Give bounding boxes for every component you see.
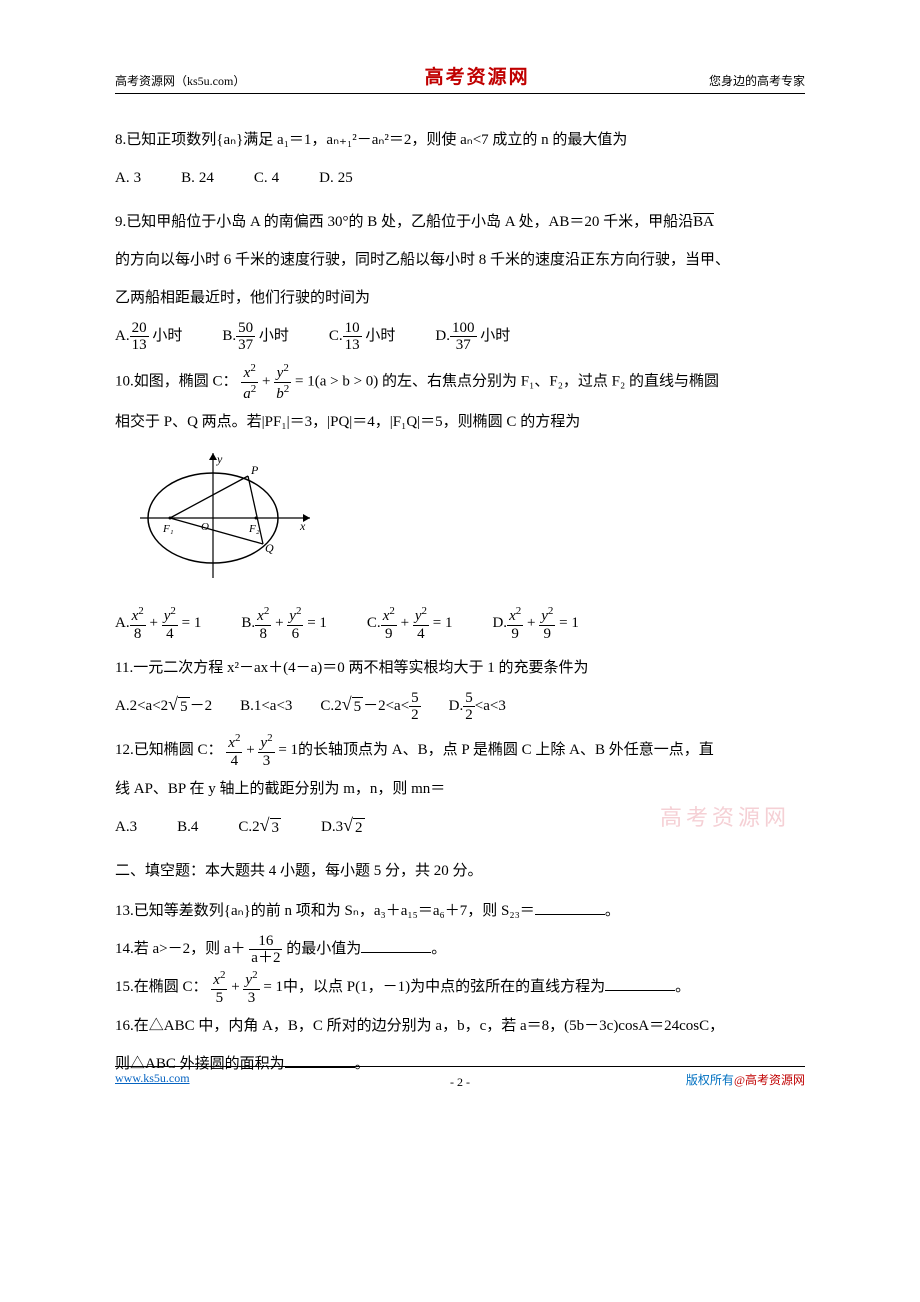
- q8-opt-a: A.3: [115, 160, 141, 196]
- svg-text:F₂: F₂: [248, 523, 260, 535]
- q12-line2: 线 AP、BP 在 y 轴上的截距分别为 m，n，则 mn＝: [115, 771, 805, 807]
- q9-opt-a: A.2013 小时: [115, 318, 182, 354]
- question-9: 9.已知甲船位于小岛 A 的南偏西 30°的 B 处，乙船位于小岛 A 处，AB…: [115, 204, 805, 354]
- q9-opt-d: D.10037 小时: [435, 318, 510, 354]
- q9-opt-b: B.5037 小时: [222, 318, 289, 354]
- q9-line2: 的方向以每小时 6 千米的速度行驶，同时乙船以每小时 8 千米的速度沿正东方向行…: [115, 242, 805, 278]
- question-10: 10.如图，椭圆 C： x2a2 + y2b2 = 1(a > b > 0) 的…: [115, 362, 805, 642]
- header-right: 您身边的高考专家: [709, 72, 805, 89]
- q10-figure: y x O P Q F₁ F₂: [135, 448, 805, 597]
- q16-line1: 16.在△ABC 中，内角 A，B，C 所对的边分别为 a，b，c，若 a＝8，…: [115, 1008, 805, 1044]
- q10-opt-a: A.x28 + y24 = 1: [115, 605, 201, 642]
- blank-13: [535, 901, 605, 915]
- svg-text:Q: Q: [265, 541, 274, 555]
- svg-text:O: O: [201, 521, 209, 533]
- question-15: 15.在椭圆 C： x25 + y23 = 1中，以点 P(1，－1)为中点的弦…: [115, 969, 805, 1006]
- section-2-title: 二、填空题：本大题共 4 小题，每小题 5 分，共 20 分。: [115, 853, 805, 889]
- q9-line3: 乙两船相距最近时，他们行驶的时间为: [115, 280, 805, 316]
- q11-options: A.2<a<2√5－2 B.1<a<3 C.2√5－2<a<52 D.52<a<…: [115, 688, 805, 724]
- svg-text:P: P: [250, 463, 259, 477]
- q12-opt-d: D.3√2: [321, 809, 364, 845]
- q12-options: A.3 B.4 C.2√3 D.3√2: [115, 809, 805, 845]
- header-left: 高考资源网（ks5u.com）: [115, 72, 245, 89]
- q10-options: A.x28 + y24 = 1 B.x28 + y26 = 1 C.x29 + …: [115, 605, 805, 642]
- blank-15: [605, 977, 675, 991]
- q8-options: A.3 B.24 C.4 D.25: [115, 160, 805, 196]
- q10-opt-c: C.x29 + y24 = 1: [367, 605, 453, 642]
- page-header: 高考资源网（ks5u.com） 高考资源网 您身边的高考专家: [115, 62, 805, 94]
- q8-opt-c: C.4: [254, 160, 279, 196]
- header-brand: 高考资源网: [425, 62, 530, 89]
- q12-opt-c: C.2√3: [238, 809, 281, 845]
- q11-text: 11.一元二次方程 x²－ax＋(4－a)＝0 两不相等实根均大于 1 的充要条…: [115, 650, 805, 686]
- q11-opt-c: C.2√5－2<a<52: [320, 688, 420, 724]
- q11-opt-b: B.1<a<3: [240, 688, 292, 724]
- question-13: 13.已知等差数列{aₙ}的前 n 项和为 Sₙ，a₃＋a₁₅＝a₆＋7，则 S…: [115, 893, 805, 929]
- q9-opt-c: C.1013 小时: [329, 318, 396, 354]
- question-8: 8.已知正项数列{aₙ}满足 a₁＝1，aₙ₊₁²－aₙ²＝2，则使 aₙ<7 …: [115, 122, 805, 196]
- svg-text:F₁: F₁: [162, 523, 174, 535]
- q12-opt-a: A.3: [115, 809, 137, 845]
- page: 高考资源网（ks5u.com） 高考资源网 您身边的高考专家 8.已知正项数列{…: [0, 0, 920, 1138]
- q10-line2: 相交于 P、Q 两点。若|PF₁|＝3，|PQ|＝4，|F₁Q|＝5，则椭圆 C…: [115, 404, 805, 440]
- q10-opt-d: D.x29 + y29 = 1: [492, 605, 578, 642]
- q10-line1: 10.如图，椭圆 C： x2a2 + y2b2 = 1(a > b > 0) 的…: [115, 362, 805, 402]
- page-number: - 2 -: [450, 1075, 470, 1090]
- footer-right: 版权所有@高考资源网: [686, 1071, 805, 1088]
- q12-opt-b: B.4: [177, 809, 198, 845]
- q11-opt-a: A.2<a<2√5－2: [115, 688, 212, 724]
- question-11: 11.一元二次方程 x²－ax＋(4－a)＝0 两不相等实根均大于 1 的充要条…: [115, 650, 805, 724]
- q8-text: 8.已知正项数列{aₙ}满足 a₁＝1，aₙ₊₁²－aₙ²＝2，则使 aₙ<7 …: [115, 122, 805, 158]
- q11-opt-d: D.52<a<3: [449, 688, 506, 724]
- q9-line1: 9.已知甲船位于小岛 A 的南偏西 30°的 B 处，乙船位于小岛 A 处，AB…: [115, 204, 805, 240]
- q8-opt-d: D.25: [319, 160, 353, 196]
- q8-opt-b: B.24: [181, 160, 214, 196]
- content-body: 8.已知正项数列{aₙ}满足 a₁＝1，aₙ₊₁²－aₙ²＝2，则使 aₙ<7 …: [115, 122, 805, 1082]
- question-12: 12.已知椭圆 C： x24 + y23 = 1的长轴顶点为 A、B，点 P 是…: [115, 732, 805, 845]
- q9-options: A.2013 小时 B.5037 小时 C.1013 小时 D.10037 小时: [115, 318, 805, 354]
- q10-opt-b: B.x28 + y26 = 1: [241, 605, 327, 642]
- question-14: 14.若 a>－2，则 a＋ 16a＋2 的最小值为。: [115, 931, 805, 967]
- svg-text:y: y: [216, 452, 223, 466]
- blank-14: [361, 939, 431, 953]
- footer-left-link[interactable]: www.ks5u.com: [115, 1071, 190, 1088]
- ellipse-diagram-icon: y x O P Q F₁ F₂: [135, 448, 315, 583]
- q12-line1: 12.已知椭圆 C： x24 + y23 = 1的长轴顶点为 A、B，点 P 是…: [115, 732, 805, 769]
- svg-text:x: x: [299, 519, 306, 533]
